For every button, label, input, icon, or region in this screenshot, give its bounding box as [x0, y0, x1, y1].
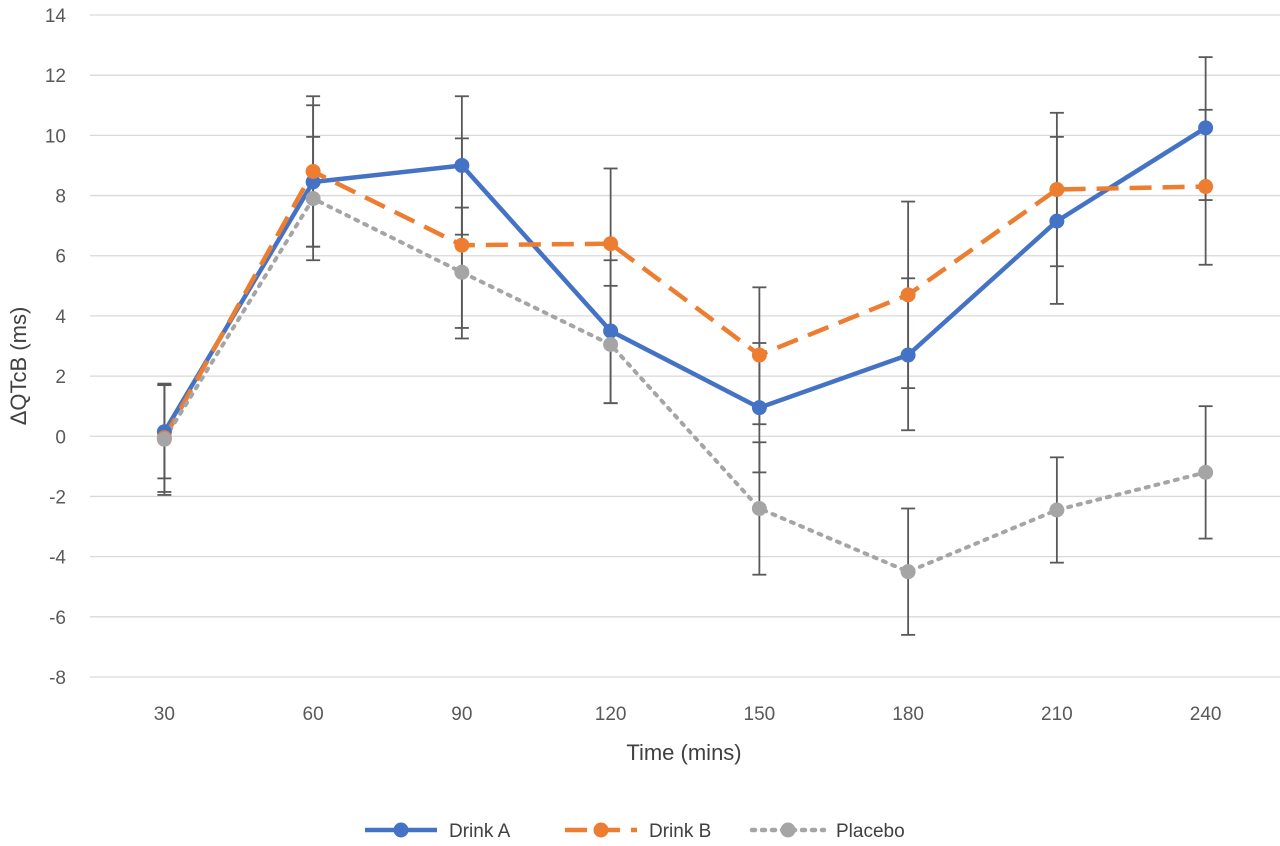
legend-label: Drink B [649, 821, 711, 842]
x-tick-label: 240 [1190, 704, 1222, 725]
data-point [751, 500, 767, 516]
data-point [603, 323, 619, 339]
data-point [454, 157, 470, 173]
legend-marker [780, 822, 796, 838]
error-bars [157, 56, 1213, 636]
data-point [1198, 464, 1214, 480]
x-tick-label: 90 [451, 704, 472, 725]
x-tick-label: 60 [303, 704, 324, 725]
y-tick-label: 6 [55, 247, 66, 268]
y-tick-label: -4 [49, 548, 66, 569]
data-point [1198, 120, 1214, 136]
y-tick-label: 4 [55, 307, 66, 328]
y-axis-tick-labels: 14 12 10 8 6 4 2 0 -2 -4 -6 -8 [45, 6, 67, 689]
series-points [156, 120, 1214, 580]
series-lines [162, 125, 1208, 574]
data-point [900, 287, 916, 303]
legend-marker [393, 822, 409, 838]
data-point [1049, 182, 1065, 198]
x-tick-label: 180 [892, 704, 924, 725]
y-tick-label: 12 [45, 66, 66, 87]
x-tick-label: 150 [744, 704, 776, 725]
y-tick-label: 8 [55, 187, 66, 208]
legend-label: Placebo [836, 821, 905, 842]
x-axis-tick-labels: 30 60 90 120 150 180 210 240 [154, 704, 1222, 725]
y-tick-label: -6 [49, 608, 66, 629]
data-point [900, 347, 916, 363]
data-point [156, 431, 172, 447]
data-point [454, 264, 470, 280]
x-tick-label: 120 [595, 704, 627, 725]
data-point [751, 347, 767, 363]
data-point [305, 163, 321, 179]
series-line-drink-b [162, 169, 1206, 439]
y-tick-label: -8 [49, 668, 66, 689]
x-tick-label: 30 [154, 704, 175, 725]
data-point [603, 336, 619, 352]
y-tick-label: -2 [49, 487, 66, 508]
y-tick-label: 14 [45, 6, 67, 27]
data-point [751, 400, 767, 416]
data-point [1049, 213, 1065, 229]
x-axis-title: Time (mins) [626, 740, 741, 765]
legend: Drink A Drink B Placebo [365, 821, 905, 842]
y-axis-title: ΔQTcB (ms) [6, 307, 31, 426]
data-point [1198, 179, 1214, 195]
gridlines [90, 14, 1280, 678]
series-line-placebo [162, 196, 1208, 574]
legend-marker [593, 822, 609, 838]
data-point [305, 191, 321, 207]
data-point [603, 236, 619, 252]
y-tick-label: 2 [55, 367, 66, 388]
x-tick-label: 210 [1041, 704, 1073, 725]
y-tick-label: 10 [45, 126, 66, 147]
data-point [900, 564, 916, 580]
data-point [305, 174, 321, 190]
data-point [1049, 502, 1065, 518]
y-tick-label: 0 [55, 427, 66, 448]
series-line-drink-a [162, 125, 1207, 433]
legend-label: Drink A [449, 821, 511, 842]
data-point [454, 237, 470, 253]
